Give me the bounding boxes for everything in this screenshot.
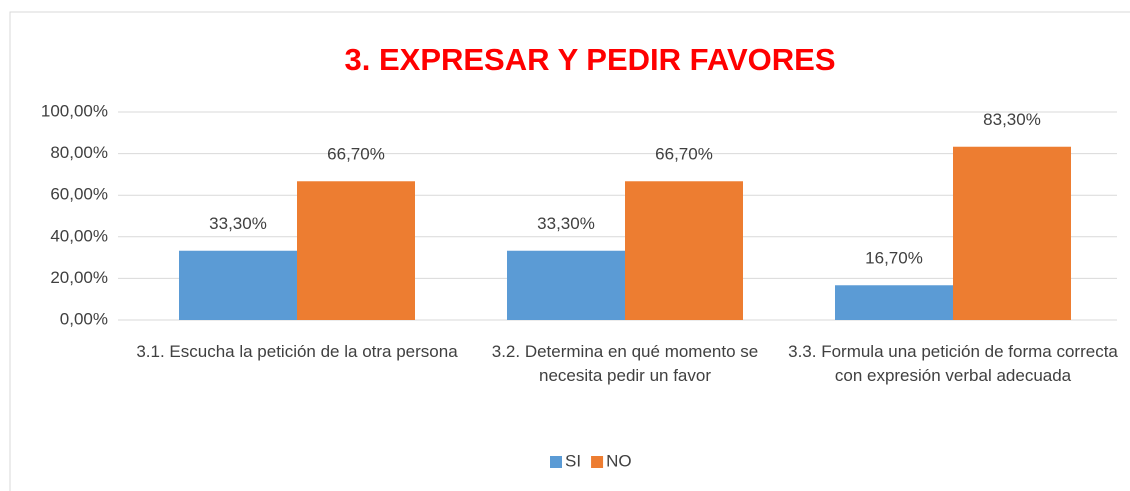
data-label: 16,70% <box>865 249 923 268</box>
legend-label: SI <box>565 451 581 470</box>
data-label: 83,30% <box>983 110 1041 129</box>
y-tick-label: 0,00% <box>60 309 108 328</box>
bar <box>179 250 297 320</box>
data-label: 66,70% <box>327 145 385 164</box>
x-tick-label: 3.2. Determina en qué momento se necesit… <box>491 342 759 385</box>
data-label: 33,30% <box>537 214 595 233</box>
chart-border <box>9 11 1130 491</box>
bar <box>835 285 953 320</box>
x-tick-label: 3.1. Escucha la petición de la otra pers… <box>136 342 458 361</box>
bar <box>953 146 1071 320</box>
legend-label: NO <box>606 451 632 470</box>
y-tick-label: 40,00% <box>50 226 108 245</box>
data-label: 33,30% <box>209 214 267 233</box>
y-tick-label: 80,00% <box>50 143 108 162</box>
y-tick-label: 60,00% <box>50 185 108 204</box>
bar <box>507 250 625 320</box>
y-tick-label: 20,00% <box>50 268 108 287</box>
bar <box>625 181 743 320</box>
chart-title: 3. EXPRESAR Y PEDIR FAVORES <box>345 42 836 77</box>
legend-swatch <box>591 456 604 468</box>
x-tick-label: 3.3. Formula una petición de forma corre… <box>788 342 1118 385</box>
y-tick-label: 100,00% <box>41 101 108 120</box>
bar <box>297 181 415 320</box>
data-label: 66,70% <box>655 145 713 164</box>
legend-swatch <box>550 456 562 468</box>
